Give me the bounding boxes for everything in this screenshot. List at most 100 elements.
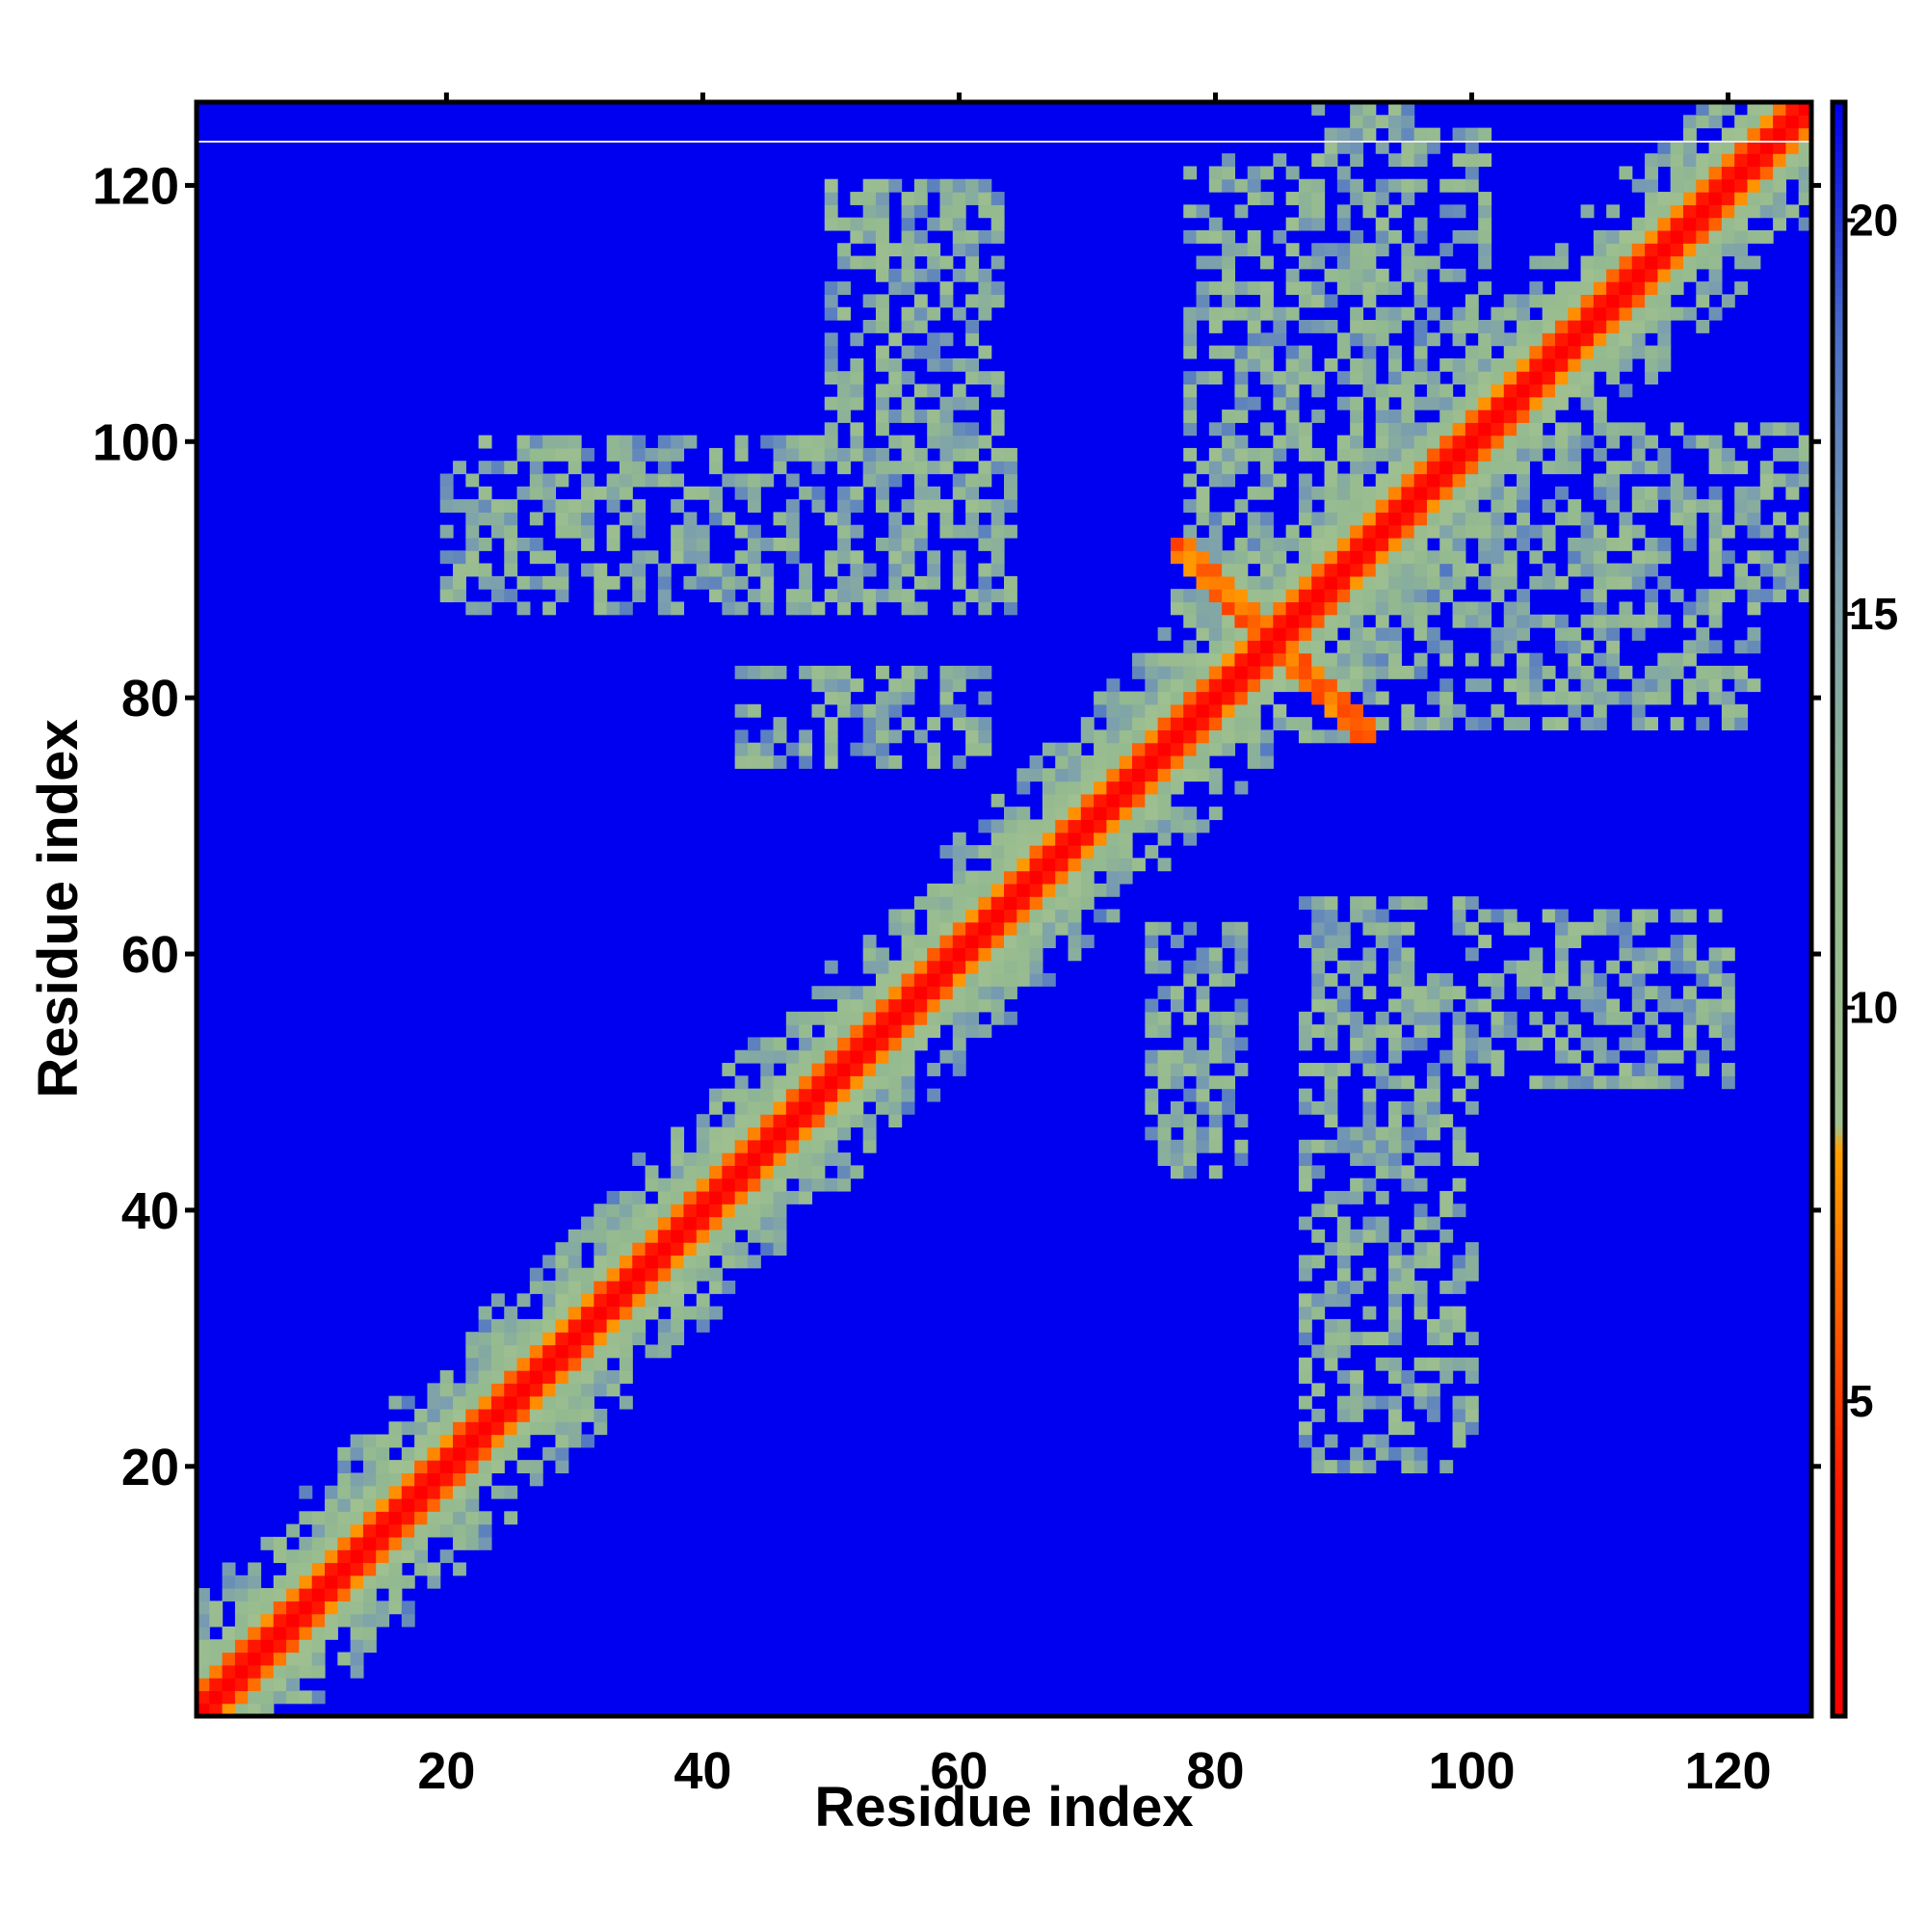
- heatmap-cell: [1657, 153, 1672, 168]
- heatmap-cell: [1631, 986, 1646, 1000]
- heatmap-cell: [1413, 447, 1428, 462]
- colorbar-segment: [1833, 1006, 1845, 1016]
- heatmap-cell: [478, 1395, 492, 1410]
- heatmap-cell: [260, 1639, 275, 1654]
- heatmap-cell: [299, 1664, 313, 1679]
- heatmap-cell: [1324, 537, 1338, 551]
- heatmap-cell: [837, 998, 851, 1013]
- heatmap-cell: [1529, 371, 1544, 385]
- heatmap-cell: [1016, 858, 1031, 872]
- colorbar-segment: [1833, 409, 1845, 418]
- heatmap-cell: [1708, 1024, 1723, 1039]
- heatmap-cell: [1798, 550, 1812, 565]
- colorbar-segment: [1833, 796, 1845, 806]
- heatmap-cell: [1324, 665, 1338, 679]
- colorbar-segment: [1833, 1538, 1845, 1548]
- heatmap-cell: [1619, 575, 1633, 590]
- heatmap-cell: [901, 921, 915, 936]
- heatmap-cell: [1517, 319, 1530, 333]
- heatmap-cell: [273, 1626, 287, 1640]
- heatmap-cell: [1336, 1293, 1351, 1308]
- heatmap-cell: [1465, 1152, 1479, 1166]
- heatmap-cell: [1106, 754, 1121, 769]
- heatmap-cell: [1362, 294, 1377, 308]
- heatmap-cell: [1055, 909, 1069, 923]
- heatmap-cell: [850, 357, 864, 372]
- colorbar-segment: [1833, 1045, 1845, 1056]
- colorbar-segment: [1833, 1377, 1845, 1387]
- heatmap-cell: [1554, 717, 1569, 730]
- heatmap-cell: [888, 410, 903, 423]
- heatmap-cell: [696, 1139, 710, 1153]
- heatmap-cell: [1196, 1063, 1210, 1076]
- heatmap-cell: [490, 1421, 505, 1436]
- heatmap-cell: [1491, 410, 1505, 423]
- heatmap-cell: [1298, 614, 1312, 628]
- heatmap-cell: [850, 396, 864, 410]
- heatmap-cell: [927, 896, 941, 911]
- heatmap-cell: [1426, 1100, 1440, 1115]
- heatmap-cell: [799, 1088, 813, 1102]
- heatmap-cell: [453, 499, 466, 513]
- heatmap-cell: [1311, 909, 1326, 923]
- heatmap-cell: [234, 1639, 249, 1654]
- heatmap-cell: [1208, 229, 1223, 244]
- heatmap-cell: [990, 986, 1005, 1000]
- heatmap-cell: [325, 1523, 338, 1538]
- heatmap-cell: [1734, 575, 1749, 590]
- heatmap-cell: [311, 1562, 326, 1576]
- heatmap-cell: [850, 703, 864, 718]
- heatmap-cell: [568, 1370, 582, 1384]
- heatmap-cell: [478, 1408, 492, 1422]
- heatmap-cell: [1542, 396, 1556, 410]
- heatmap-cell: [568, 1306, 582, 1320]
- heatmap-cell: [785, 1100, 800, 1115]
- heatmap-cell: [1773, 192, 1786, 205]
- heatmap-cell: [837, 1075, 851, 1090]
- heatmap-cell: [1234, 998, 1249, 1013]
- heatmap-cell: [939, 998, 954, 1013]
- heatmap-cell: [1183, 807, 1198, 821]
- heatmap-cell: [465, 1511, 480, 1525]
- heatmap-cell: [990, 461, 1005, 475]
- colorbar-segment: [1833, 1361, 1845, 1370]
- colorbar-segment: [1833, 610, 1845, 620]
- heatmap-cell: [952, 384, 966, 398]
- heatmap-cell: [1593, 998, 1607, 1013]
- heatmap-cell: [439, 1460, 454, 1474]
- heatmap-cell: [965, 883, 979, 897]
- heatmap-cell: [709, 499, 723, 513]
- heatmap-cell: [1222, 703, 1236, 718]
- heatmap-cell: [1682, 204, 1697, 219]
- heatmap-cell: [1222, 640, 1236, 654]
- heatmap-cell: [401, 1549, 415, 1564]
- heatmap-cell: [811, 1139, 826, 1153]
- heatmap-cell: [362, 1523, 377, 1538]
- heatmap-cell: [1491, 972, 1505, 987]
- heatmap-cell: [773, 1126, 787, 1141]
- heatmap-cell: [299, 1588, 313, 1601]
- heatmap-cell: [1170, 717, 1184, 730]
- heatmap-cell: [337, 1601, 352, 1615]
- heatmap-cell: [1157, 729, 1172, 744]
- heatmap-cell: [1004, 909, 1017, 923]
- heatmap-cell: [1362, 1460, 1377, 1474]
- heatmap-cell: [1593, 486, 1607, 500]
- heatmap-cell: [490, 1383, 505, 1397]
- heatmap-cell: [1375, 717, 1389, 730]
- heatmap-cell: [1529, 524, 1544, 539]
- heatmap-cell: [1311, 153, 1326, 168]
- heatmap-cell: [1413, 268, 1428, 282]
- heatmap-cell: [760, 1139, 775, 1153]
- heatmap-cell: [939, 410, 954, 423]
- heatmap-cell: [1375, 1024, 1389, 1039]
- heatmap-cell: [1593, 281, 1607, 295]
- heatmap-cell: [1004, 486, 1017, 500]
- heatmap-cell: [1631, 486, 1646, 500]
- heatmap-cell: [1465, 524, 1479, 539]
- heatmap-cell: [850, 986, 864, 1000]
- heatmap-cell: [1029, 883, 1043, 897]
- heatmap-cell: [1529, 357, 1544, 372]
- heatmap-cell: [1157, 691, 1172, 705]
- heatmap-cell: [862, 935, 877, 948]
